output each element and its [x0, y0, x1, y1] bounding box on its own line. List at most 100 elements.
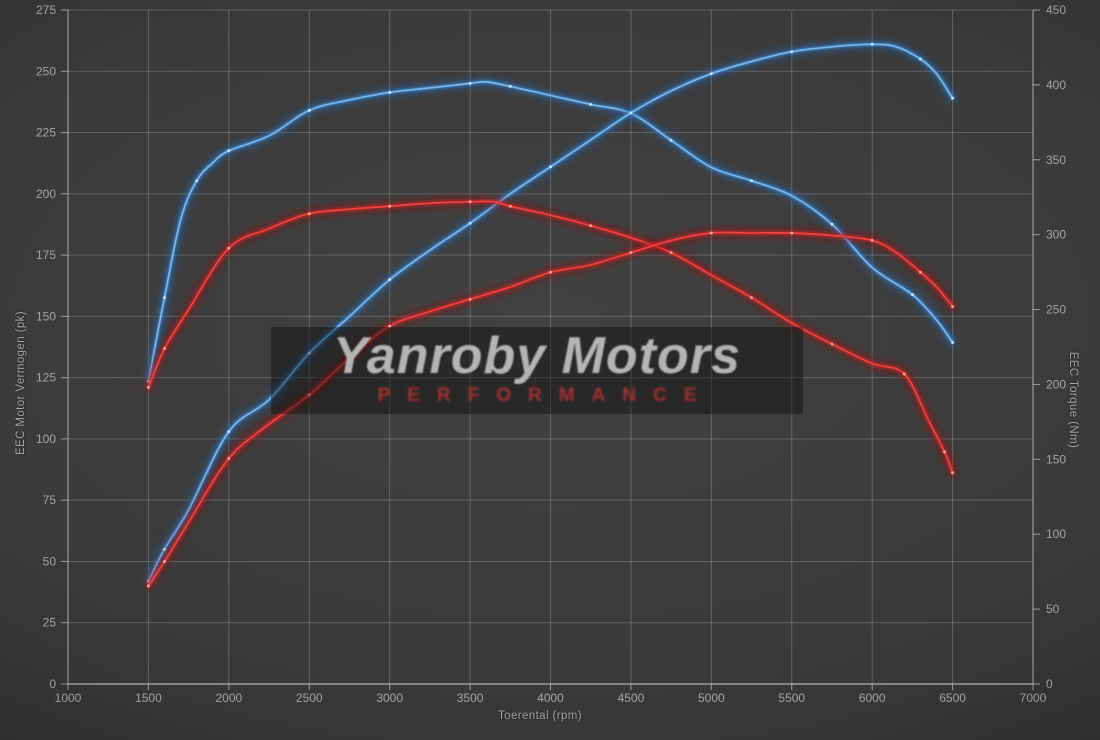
y-left-tick-label-50: 50 — [43, 554, 57, 568]
y-right-axis-label: EEC Torque (Nm) — [1067, 351, 1079, 449]
x-tick-label-1500: 1500 — [135, 691, 162, 705]
y-left-tick-label-0: 0 — [49, 677, 56, 691]
marker-blue-torque-nm — [951, 341, 955, 344]
marker-blue-torque-nm — [195, 179, 199, 183]
marker-red-torque-nm — [508, 204, 512, 208]
y-right-tick-label-450: 450 — [1046, 3, 1066, 17]
y-left-tick-label-150: 150 — [36, 309, 56, 323]
marker-blue-torque-nm — [830, 222, 834, 226]
watermark-title: Yanroby Motors — [333, 327, 741, 385]
marker-blue-vermogen-pk — [163, 547, 166, 551]
x-tick-label-5000: 5000 — [698, 691, 725, 705]
marker-blue-vermogen-pk — [709, 72, 713, 76]
y-left-tick-label-175: 175 — [36, 248, 56, 262]
marker-red-vermogen-pk — [146, 584, 150, 588]
marker-red-vermogen-pk — [951, 305, 955, 309]
marker-red-vermogen-pk — [709, 231, 713, 235]
x-tick-label-1000: 1000 — [55, 691, 82, 705]
marker-red-torque-nm — [669, 251, 673, 255]
marker-red-torque-nm — [388, 204, 392, 208]
tick-marks — [61, 9, 1040, 690]
x-tick-label-5500: 5500 — [778, 691, 805, 705]
marker-blue-torque-nm — [163, 296, 166, 300]
y-left-tick-label-125: 125 — [36, 371, 56, 385]
marker-red-vermogen-pk — [549, 270, 552, 274]
marker-red-vermogen-pk — [790, 231, 794, 235]
y-right-tick-label-100: 100 — [1046, 527, 1066, 541]
marker-red-vermogen-pk — [870, 238, 874, 242]
x-tick-label-4500: 4500 — [618, 691, 645, 705]
marker-red-torque-nm — [902, 372, 906, 376]
marker-blue-vermogen-pk — [549, 165, 552, 169]
marker-blue-vermogen-pk — [307, 351, 311, 355]
marker-red-torque-nm — [227, 246, 231, 250]
marker-blue-torque-nm — [910, 293, 914, 297]
y-left-tick-label-250: 250 — [36, 64, 56, 78]
marker-blue-torque-nm — [508, 84, 512, 88]
marker-blue-vermogen-pk — [951, 96, 955, 100]
marker-blue-vermogen-pk — [629, 111, 633, 115]
curve-red-torque-nm — [147, 200, 954, 474]
y-right-tick-label-400: 400 — [1046, 78, 1066, 92]
x-tick-label-6500: 6500 — [939, 691, 966, 705]
marker-red-torque-nm — [943, 450, 946, 454]
marker-red-torque-nm — [146, 385, 150, 389]
curve-red-vermogen-pk — [147, 231, 954, 587]
y-right-tick-label-50: 50 — [1046, 602, 1060, 616]
marker-blue-torque-nm — [669, 138, 673, 142]
watermark-box: Yanroby Motors PERFORMANCE — [271, 327, 803, 414]
marker-blue-torque-nm — [750, 179, 753, 183]
x-tick-label-7000: 7000 — [1020, 691, 1047, 705]
marker-red-vermogen-pk — [468, 297, 472, 301]
x-axis-label: Toerental (rpm) — [498, 710, 582, 722]
x-tick-label-3500: 3500 — [457, 691, 484, 705]
y-left-axis-label: EEC Motor Vermogen (pk) — [15, 310, 27, 456]
marker-red-vermogen-pk — [227, 457, 231, 460]
y-right-tick-label-0: 0 — [1046, 677, 1053, 691]
marker-blue-vermogen-pk — [388, 278, 392, 282]
marker-blue-vermogen-pk — [468, 221, 472, 225]
marker-red-torque-nm — [307, 212, 311, 216]
marker-red-vermogen-pk — [388, 324, 392, 328]
marker-blue-vermogen-pk — [870, 42, 874, 46]
marker-red-torque-nm — [163, 347, 166, 350]
marker-red-torque-nm — [468, 200, 472, 204]
x-tick-label-4000: 4000 — [537, 691, 564, 705]
marker-blue-vermogen-pk — [227, 430, 231, 434]
y-left-tick-label-75: 75 — [43, 493, 57, 507]
marker-blue-vermogen-pk — [918, 57, 922, 61]
y-left-tick-label-225: 225 — [36, 126, 56, 140]
y-left-tick-label-100: 100 — [36, 432, 56, 446]
marker-blue-torque-nm — [589, 102, 593, 106]
curve-blue-torque-nm — [147, 80, 954, 383]
y-right-tick-label-150: 150 — [1046, 452, 1066, 466]
y-right-tick-label-250: 250 — [1046, 303, 1066, 317]
y-right-tick-label-350: 350 — [1046, 153, 1066, 167]
marker-blue-torque-nm — [227, 149, 231, 153]
curves — [144, 40, 957, 590]
marker-red-vermogen-pk — [307, 393, 311, 397]
marker-blue-torque-nm — [468, 81, 472, 85]
tick-labels: 1000 1500 2000 2500 3000 3500 4000 4500 5000 5500… — [36, 3, 1066, 705]
x-tick-label-2000: 2000 — [215, 691, 242, 705]
marker-blue-torque-nm — [388, 90, 392, 94]
marker-red-torque-nm — [750, 296, 753, 300]
marker-red-torque-nm — [951, 471, 955, 475]
watermark-subtitle: PERFORMANCE — [377, 385, 714, 406]
y-left-tick-label-25: 25 — [43, 616, 57, 630]
x-tick-label-6000: 6000 — [859, 691, 886, 705]
marker-blue-torque-nm — [307, 108, 311, 112]
x-tick-label-2500: 2500 — [296, 691, 323, 705]
marker-red-torque-nm — [589, 224, 593, 228]
marker-red-vermogen-pk — [918, 270, 922, 274]
x-tick-label-3000: 3000 — [376, 691, 403, 705]
marker-red-vermogen-pk — [163, 560, 166, 563]
y-right-tick-label-200: 200 — [1046, 377, 1066, 391]
marker-red-torque-nm — [830, 342, 834, 346]
y-left-tick-label-275: 275 — [36, 3, 56, 17]
y-right-tick-label-300: 300 — [1046, 228, 1066, 242]
marker-red-vermogen-pk — [629, 251, 633, 255]
y-left-tick-label-200: 200 — [36, 187, 56, 201]
